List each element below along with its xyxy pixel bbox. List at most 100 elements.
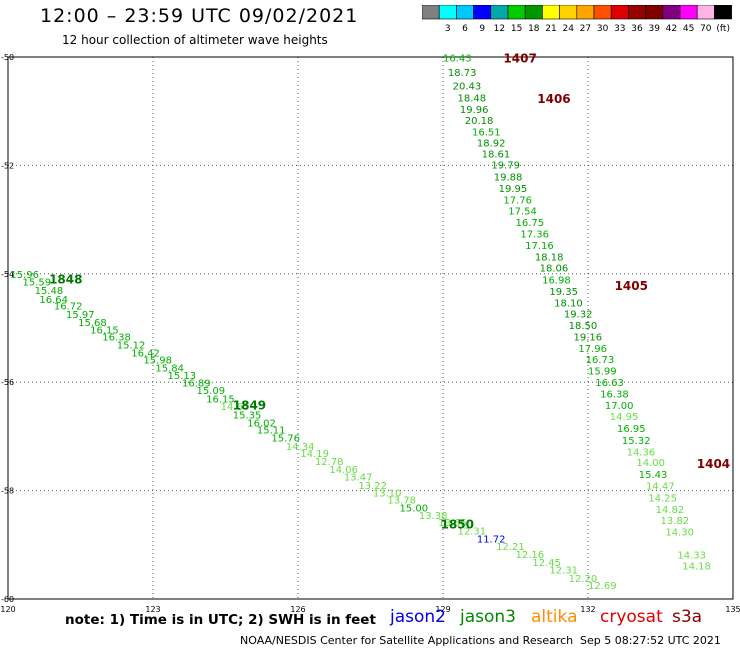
track-west-value-label: 16.89 <box>182 378 211 389</box>
track-east-value-label: 15.43 <box>639 470 668 481</box>
scale-label: 3 <box>445 24 451 34</box>
track-west-value-label: 13.78 <box>387 496 416 507</box>
track-east-value-label: 14.25 <box>648 493 677 504</box>
legend-jason3: jason3 <box>460 607 516 627</box>
track-west-value-label: 16.02 <box>247 418 276 429</box>
scale-label: 70 <box>700 24 712 34</box>
x-tick-label: 120 <box>0 605 15 614</box>
track-west-value-label: 13.47 <box>344 473 373 484</box>
chart-subtitle: 12 hour collection of altimeter wave hei… <box>62 33 328 47</box>
pass-label: 1849 <box>233 398 266 412</box>
track-east-value-label: 16.95 <box>617 424 646 435</box>
track-west-value-label: 16.64 <box>39 295 68 306</box>
scale-label: 24 <box>562 24 574 34</box>
scale-label: 30 <box>597 24 609 34</box>
scale-label: 45 <box>683 24 694 34</box>
footer-agency: NOAA/NESDIS Center for Satellite Applica… <box>240 634 574 647</box>
scale-label: 39 <box>648 24 660 34</box>
scale-label: 27 <box>580 24 591 34</box>
pass-label: 1406 <box>537 92 570 106</box>
track-west-value-label: 15.97 <box>66 310 95 321</box>
track-east-value-label: 16.51 <box>472 128 501 139</box>
track-west-value-label: 15.00 <box>400 503 429 514</box>
track-east-value-label: 18.10 <box>554 298 583 309</box>
x-tick-label: 123 <box>145 605 160 614</box>
track-east-value-label: 15.99 <box>588 367 617 378</box>
track-east-value-label: 17.96 <box>578 344 607 355</box>
track-west-value-label: 12.31 <box>458 526 487 537</box>
scale-label: 33 <box>614 24 625 34</box>
track-east-value-label: 19.16 <box>574 332 603 343</box>
pass-label: 1407 <box>503 51 536 65</box>
track-east-value-label: 14.47 <box>646 482 675 493</box>
track-west-value-label: 15.96 <box>10 270 39 281</box>
y-tick-label: -54 <box>1 270 14 279</box>
track-east-value-label: 18.06 <box>540 264 569 275</box>
scale-label: 6 <box>462 24 468 34</box>
footer-timestamp: Sep 5 08:27:52 UTC 2021 <box>580 634 721 647</box>
track-east-value-label: 19.96 <box>460 105 489 116</box>
track-west-value-label: 13.66 <box>438 518 467 529</box>
legend-cryosat: cryosat <box>600 607 663 627</box>
track-west-value-label: 15.11 <box>257 426 286 437</box>
track-east-value-label: 18.61 <box>482 149 511 160</box>
scale-label: 36 <box>631 24 643 34</box>
scale-label: 12 <box>494 24 505 34</box>
track-east-value-label: 16.98 <box>542 276 571 287</box>
track-west-value-label: 15.12 <box>117 341 146 352</box>
track-east-value-label: 14.82 <box>656 505 685 516</box>
track-west-value-label: 16.15 <box>206 394 235 405</box>
track-west-value-label: 14.34 <box>286 442 315 453</box>
track-west-value-label: 16.42 <box>131 348 160 359</box>
track-east-value-label: 19.88 <box>494 173 523 184</box>
track-east-value-label: 18.73 <box>448 68 477 79</box>
track-east-value-label: 17.36 <box>520 229 549 240</box>
track-east-value-label: 18.18 <box>535 252 564 263</box>
track-east-value-label: 16.73 <box>586 355 615 366</box>
track-east-value-label: 13.82 <box>661 516 690 527</box>
legend-jason2: jason2 <box>390 607 446 627</box>
track-west-value-label: 15.76 <box>271 434 300 445</box>
track-west-value-label: 15.84 <box>155 364 184 375</box>
legend-s3a: s3a <box>672 607 703 627</box>
track-west-value-label: 16.72 <box>54 301 83 312</box>
scale-label: 42 <box>666 24 677 34</box>
track-west-value-label: 16.38 <box>102 333 131 344</box>
track-west-value-label: 15.59 <box>23 278 52 289</box>
track-east-value-label: 16.38 <box>600 389 629 400</box>
track-east-value-label: 17.54 <box>508 207 537 218</box>
x-tick-label: 135 <box>725 605 740 614</box>
track-west-value-label: 11.72 <box>477 534 506 545</box>
scale-label: 15 <box>511 24 522 34</box>
wave-height-color-scale: 3 6 9 12 15 18 21 24 27 30 33 36 39 42 45 70 (ft) <box>422 5 732 34</box>
track-west-value-label: 12.78 <box>315 457 344 468</box>
y-tick-label: -50 <box>1 53 14 62</box>
track-east-value-label: 18.50 <box>569 321 598 332</box>
pass-label: 1848 <box>49 273 82 287</box>
track-east-value-label: 19.32 <box>564 310 593 321</box>
track-west-value-label: 13.22 <box>358 481 387 492</box>
scale-swatch <box>714 5 732 20</box>
track-west-value-label: 12.21 <box>496 542 525 553</box>
track-east-value-label: 14.00 <box>636 458 665 469</box>
track-east-value-label: 19.79 <box>491 161 520 172</box>
track-west-value-label: 14.65 <box>221 402 250 413</box>
track-east-value-label: 16.75 <box>516 218 545 229</box>
track-west-value-label: 13.10 <box>373 489 402 500</box>
x-tick-label: 126 <box>290 605 305 614</box>
track-west-value-label: 13.38 <box>419 511 448 522</box>
chart-title: 12:00 – 23:59 UTC 09/02/2021 <box>40 5 359 27</box>
note-text: note: 1) Time is in UTC; 2) SWH is in fe… <box>65 612 376 628</box>
x-tick-label: 132 <box>580 605 595 614</box>
track-east-value-label: 16.43 <box>443 53 472 64</box>
track-east-value-label: 14.18 <box>682 562 711 573</box>
y-tick-label: -60 <box>1 595 14 604</box>
track-west-value-label: 15.13 <box>168 371 197 382</box>
track-west-value-label: 12.31 <box>549 566 578 577</box>
x-tick-label: 129 <box>435 605 450 614</box>
track-west-value-label: 15.09 <box>197 386 226 397</box>
pass-label: 1850 <box>441 518 474 532</box>
track-west-value-label: 12.69 <box>588 581 617 592</box>
track-east-value-label: 14.95 <box>610 412 639 423</box>
